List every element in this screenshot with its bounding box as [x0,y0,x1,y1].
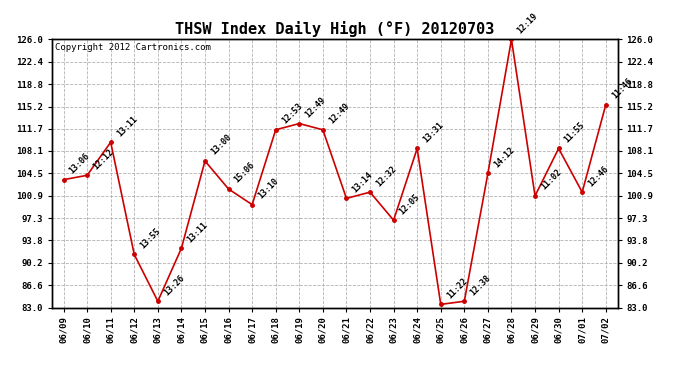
Text: 15:06: 15:06 [233,161,257,185]
Title: THSW Index Daily High (°F) 20120703: THSW Index Daily High (°F) 20120703 [175,21,494,37]
Text: 13:31: 13:31 [422,120,445,144]
Text: 12:05: 12:05 [397,192,422,216]
Text: 13:11: 13:11 [186,220,210,244]
Text: 11:02: 11:02 [539,168,563,192]
Text: 13:10: 13:10 [256,176,280,201]
Text: 12:32: 12:32 [374,164,398,188]
Text: 12:38: 12:38 [469,273,493,297]
Text: 13:06: 13:06 [68,152,92,176]
Text: 13:14: 13:14 [351,170,375,194]
Text: 12:53: 12:53 [280,102,304,126]
Text: 12:46: 12:46 [586,164,611,188]
Text: 12:49: 12:49 [304,95,328,119]
Text: 12:49: 12:49 [327,102,351,126]
Text: 13:00: 13:00 [209,133,233,157]
Text: 11:22: 11:22 [445,276,469,300]
Text: 11:55: 11:55 [563,120,586,144]
Text: 13:26: 13:26 [162,273,186,297]
Text: 12:19: 12:19 [515,11,540,35]
Text: 14:12: 14:12 [492,145,516,169]
Text: Copyright 2012 Cartronics.com: Copyright 2012 Cartronics.com [55,44,210,52]
Text: 11:46: 11:46 [610,76,634,101]
Text: 13:55: 13:55 [139,226,162,251]
Text: 13:11: 13:11 [115,114,139,138]
Text: 12:12: 12:12 [91,147,115,171]
